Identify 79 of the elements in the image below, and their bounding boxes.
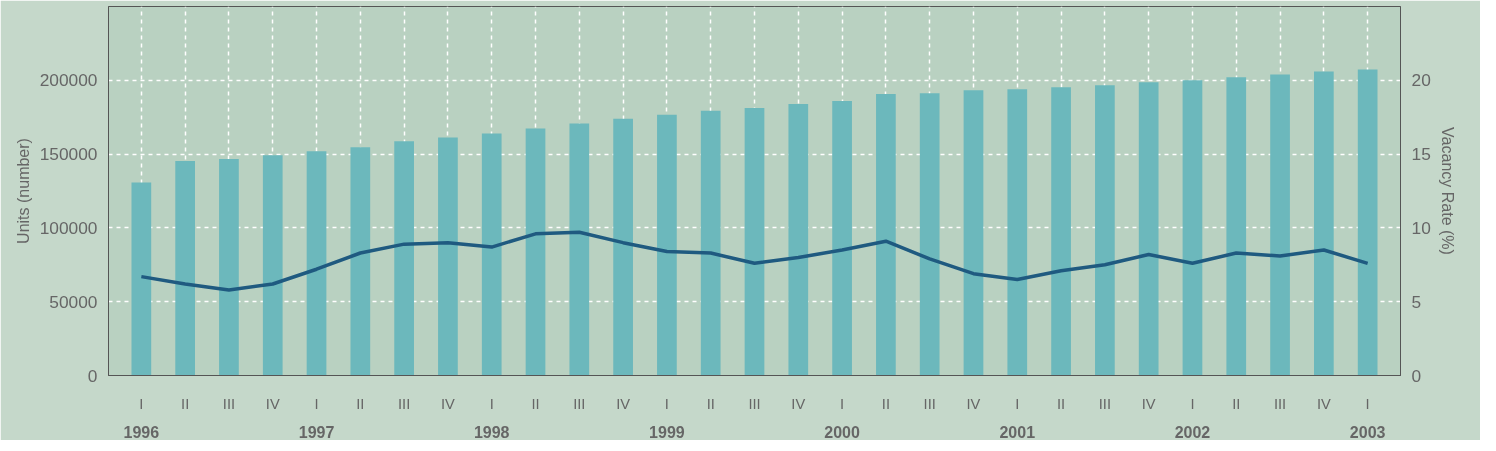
text: 1999 bbox=[649, 423, 685, 441]
bar bbox=[1314, 71, 1334, 376]
bar bbox=[1182, 80, 1203, 376]
y2-tick-label: 0 bbox=[1411, 365, 1422, 386]
y-tick-label: 50000 bbox=[49, 291, 98, 312]
bar bbox=[876, 94, 896, 376]
text: 1997 bbox=[298, 423, 335, 441]
x-tick-label: I bbox=[1365, 395, 1370, 412]
bar bbox=[219, 158, 239, 376]
bar bbox=[1226, 77, 1247, 376]
bar bbox=[481, 133, 502, 376]
y-axis-title: Units (number) bbox=[14, 138, 32, 244]
bar bbox=[1357, 69, 1378, 376]
text: 2003 bbox=[1349, 423, 1386, 441]
text: 2002 bbox=[1174, 423, 1211, 441]
bar bbox=[394, 141, 414, 376]
y2-tick-label: 20 bbox=[1411, 70, 1431, 91]
bar bbox=[1095, 85, 1115, 376]
y-tick-label: 0 bbox=[87, 365, 98, 386]
x-tick-label: II bbox=[881, 395, 890, 412]
bar bbox=[438, 137, 458, 376]
x-tick-label: IV bbox=[791, 395, 806, 412]
x-tick-label: I bbox=[1015, 395, 1020, 412]
x-tick-label: III bbox=[748, 395, 761, 412]
x-tick-label: I bbox=[139, 395, 144, 412]
y2-axis-title: Vacancy Rate (%) bbox=[1438, 127, 1456, 255]
bar bbox=[175, 161, 195, 376]
x-tick-label: II bbox=[356, 395, 365, 412]
x-tick-label: IV bbox=[1316, 395, 1331, 412]
x-tick-label: IV bbox=[265, 395, 280, 412]
bar bbox=[306, 151, 327, 376]
text: 1996 bbox=[123, 423, 160, 441]
bar bbox=[131, 182, 152, 376]
x-tick-label: III bbox=[923, 395, 936, 412]
bar bbox=[613, 118, 633, 376]
bar bbox=[788, 103, 809, 376]
bar bbox=[1007, 89, 1028, 376]
x-tick-label: II bbox=[531, 395, 540, 412]
bar bbox=[525, 128, 546, 376]
x-tick-label: IV bbox=[1141, 395, 1156, 412]
bar bbox=[1138, 82, 1159, 376]
x-tick-label: III bbox=[1273, 395, 1287, 412]
x-tick-label: I bbox=[489, 395, 494, 412]
bar bbox=[919, 93, 940, 376]
bar bbox=[569, 123, 590, 376]
x-tick-label: III bbox=[222, 395, 236, 412]
x-tick-label: I bbox=[1190, 395, 1195, 412]
bar bbox=[657, 114, 677, 376]
bar bbox=[1051, 87, 1071, 376]
bar bbox=[963, 90, 984, 376]
x-tick-label: III bbox=[573, 395, 586, 412]
x-tick-label: II bbox=[181, 395, 190, 412]
bar bbox=[1270, 74, 1290, 376]
x-tick-label: I bbox=[314, 395, 319, 412]
x-tick-label: IV bbox=[616, 395, 631, 412]
text: 1998 bbox=[473, 423, 510, 441]
bar bbox=[700, 110, 721, 376]
y-tick-label: 150000 bbox=[39, 144, 98, 165]
x-tick-label: IV bbox=[966, 395, 981, 412]
x-tick-label: III bbox=[398, 395, 411, 412]
x-tick-label: II bbox=[1057, 395, 1066, 412]
bar bbox=[832, 100, 852, 376]
x-tick-label: III bbox=[1098, 395, 1111, 412]
x-tick-label: II bbox=[1232, 395, 1241, 412]
y-tick-label: 200000 bbox=[39, 70, 98, 91]
bar bbox=[262, 155, 283, 376]
bar bbox=[350, 147, 371, 376]
x-tick-label: II bbox=[706, 395, 715, 412]
x-tick-label: I bbox=[664, 395, 669, 412]
bar bbox=[744, 107, 765, 376]
line-series bbox=[139, 230, 1370, 292]
y2-tick-label: 15 bbox=[1411, 144, 1431, 165]
text: 2001 bbox=[999, 423, 1036, 441]
y-tick-label: 100000 bbox=[39, 217, 98, 238]
y2-tick-label: 10 bbox=[1411, 217, 1431, 238]
text: 2000 bbox=[824, 423, 860, 441]
y2-tick-label: 5 bbox=[1411, 291, 1422, 312]
x-tick-label: IV bbox=[441, 395, 456, 412]
x-tick-label: I bbox=[840, 395, 845, 412]
